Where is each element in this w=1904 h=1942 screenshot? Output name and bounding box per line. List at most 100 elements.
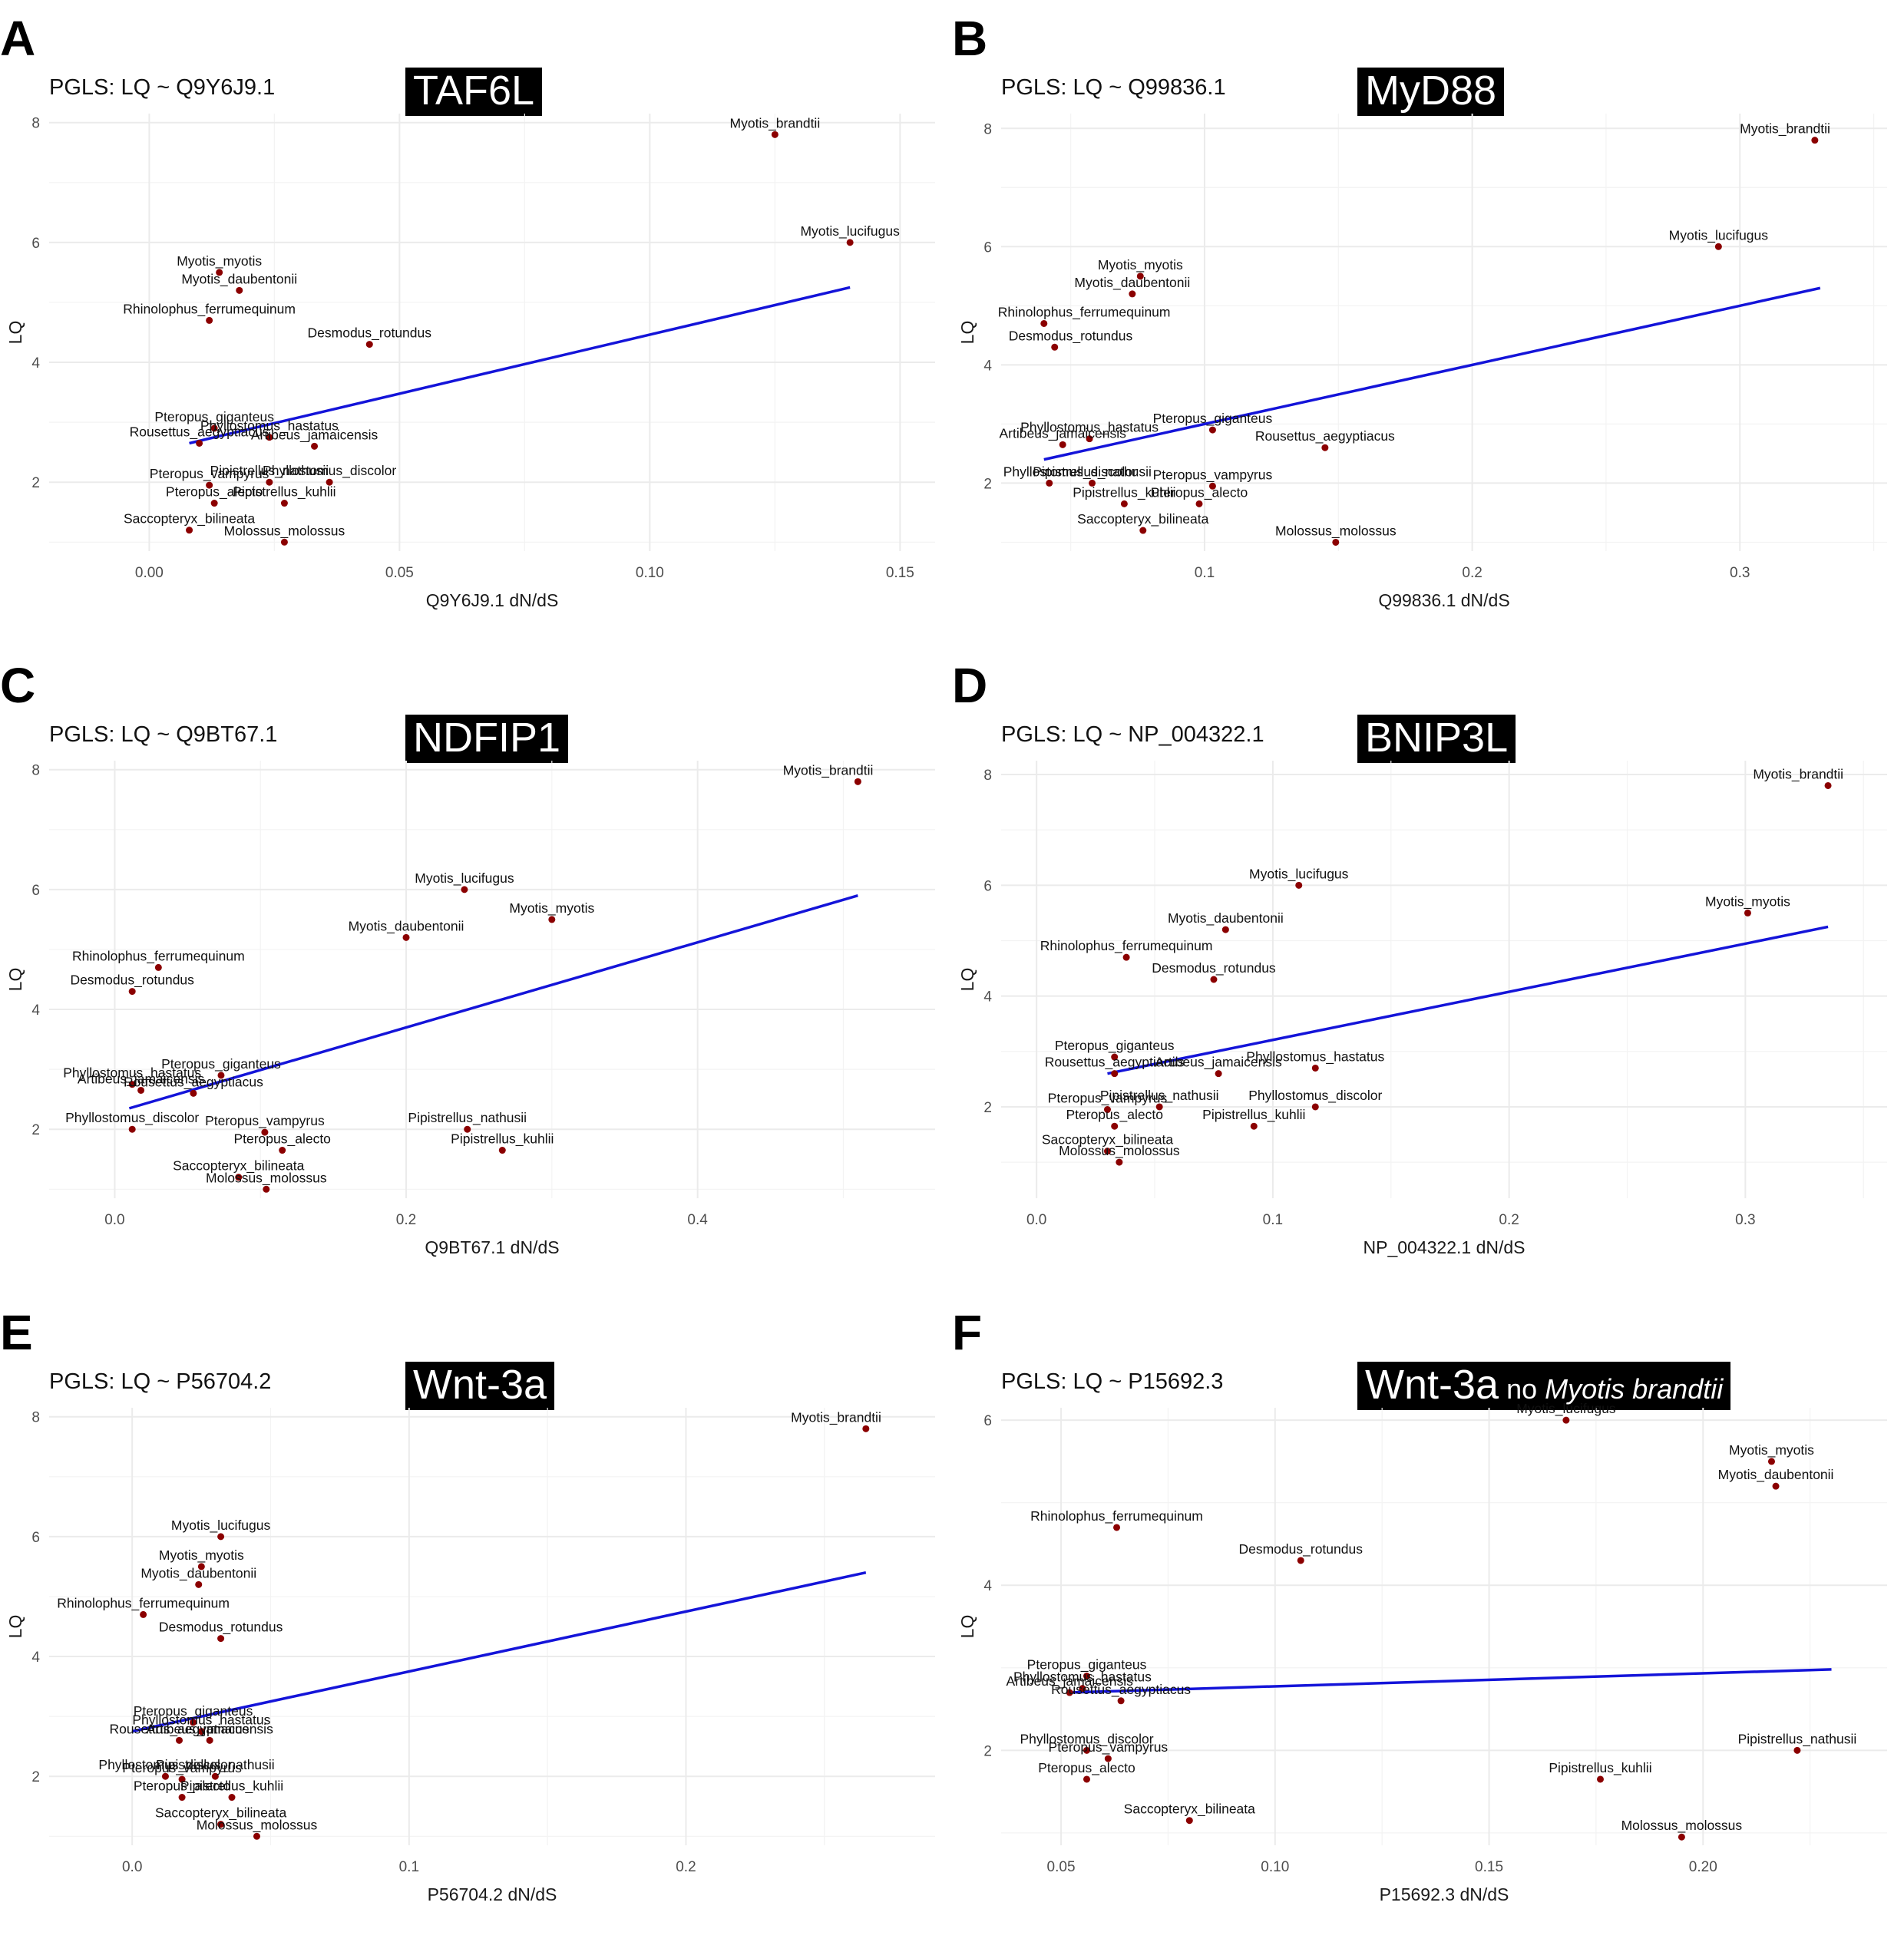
data-point [1083, 1746, 1090, 1754]
x-tick-label: 0.2 [676, 1859, 696, 1875]
data-point [1744, 909, 1751, 917]
data-point [128, 988, 136, 996]
data-point [216, 269, 223, 276]
point-label: Myotis_lucifugus [1516, 1401, 1616, 1417]
major-grid [49, 114, 935, 551]
data-point [1772, 1482, 1780, 1490]
data-point [217, 1533, 225, 1541]
minor-grid [49, 761, 935, 1198]
point-label: Myotis_lucifugus [800, 223, 900, 239]
major-grid [49, 761, 935, 1198]
point-label: Myotis_myotis [509, 900, 594, 917]
chart-title: PGLS: LQ ~ Q9Y6J9.1 [49, 75, 276, 100]
data-points: Myotis_brandtii Myotis_lucifugus Myotis_my… [63, 762, 874, 1193]
data-point [1221, 926, 1229, 933]
data-point [1086, 435, 1093, 443]
data-point [1051, 343, 1059, 351]
data-point [178, 1794, 186, 1802]
x-tick-label: 0.3 [1730, 565, 1750, 581]
data-point [1824, 781, 1832, 789]
point-label: Rousettus_aegyptiacus [1045, 1055, 1185, 1071]
point-label: Myotis_brandtii [1740, 121, 1830, 137]
point-label: Pipistrellus_kuhlii [1073, 484, 1175, 500]
point-label: Artibeus_jamaicensis [1000, 425, 1127, 441]
point-label: Myotis_daubentonii [1168, 910, 1284, 926]
point-label: Pteropus_vampyrus [1049, 1739, 1169, 1755]
regression-line [128, 894, 858, 1110]
data-point [197, 1563, 205, 1570]
scatter-plot: 0.1 0.2 0.3 2 4 6 8 Q99836.1 dN/dS LQ Myotis_bran… [957, 114, 1887, 610]
y-tick-label: 6 [31, 1530, 40, 1546]
point-label: Phyllostomus_hastatus [1020, 420, 1159, 436]
point-label: Myotis_daubentonii [181, 271, 297, 287]
point-label: Rousettus_aegyptiacus [1051, 1682, 1191, 1698]
data-point [195, 1580, 203, 1588]
point-label: Pteropus_giganteus [154, 409, 274, 425]
y-axis-title: LQ [5, 1615, 25, 1639]
gene-label: Wnt-3a [405, 1362, 555, 1410]
data-point [1089, 479, 1096, 487]
gene-name: Wnt-3a [413, 1362, 547, 1408]
data-point [280, 500, 288, 507]
regression-line [1069, 1668, 1832, 1694]
point-label: Saccopteryx_bilineata [124, 511, 255, 527]
point-label: Desmodus_rotundus [1152, 960, 1276, 976]
point-label: Rousettus_aegyptiacus [110, 1721, 250, 1737]
y-tick-label: 2 [983, 476, 992, 492]
minor-grid [49, 1408, 935, 1845]
data-point [266, 434, 273, 441]
y-tick-label: 2 [31, 1122, 40, 1138]
point-label: Desmodus_rotundus [159, 1620, 283, 1636]
point-label: Molossus_molossus [1621, 1818, 1743, 1834]
data-point [464, 1125, 471, 1133]
data-point [137, 1086, 145, 1094]
data-point [217, 1072, 225, 1079]
x-axis-title: Q99836.1 dN/dS [1378, 590, 1509, 610]
chart-title: PGLS: LQ ~ P15692.3 [1001, 1369, 1224, 1394]
y-tick-label: 6 [983, 239, 992, 256]
point-label: Pipistrellus_kuhlii [451, 1131, 554, 1148]
data-point [1103, 1148, 1111, 1155]
point-label: Pipistrellus_kuhlii [1549, 1760, 1651, 1776]
data-point [1046, 479, 1053, 487]
point-label: Pteropus_vampyrus [1153, 467, 1273, 483]
point-label: Pipistrellus_kuhlii [1202, 1107, 1305, 1123]
point-label: Pteropus_alecto [1151, 484, 1248, 500]
panel-letter: A [0, 11, 36, 66]
data-point [1066, 1689, 1073, 1696]
point-label: Myotis_brandtii [783, 762, 874, 778]
gene-label: NDFIP1 [405, 715, 569, 763]
data-point [1117, 1697, 1125, 1705]
y-tick-label: 4 [31, 1002, 40, 1019]
data-point [228, 1794, 236, 1802]
data-point [1129, 290, 1136, 298]
point-label: Molossus_molossus [1059, 1143, 1180, 1159]
point-label: Pipistrellus_nathusii [1100, 1088, 1219, 1104]
data-point [206, 316, 213, 324]
point-label: Phyllostomus_hastatus [200, 418, 339, 434]
data-point [1311, 1064, 1319, 1072]
gene-label: Wnt-3a no Myotis brandtii [1357, 1362, 1731, 1410]
data-point [365, 341, 373, 348]
data-points: Myotis_brandtii Myotis_lucifugus Myotis_my… [57, 1409, 881, 1840]
point-label: Myotis_brandtii [730, 115, 821, 131]
gene-name: TAF6L [413, 68, 535, 114]
point-label: Saccopteryx_bilineata [1042, 1132, 1173, 1148]
gene-label: MyD88 [1357, 68, 1505, 116]
data-point [1139, 527, 1147, 534]
point-label: Rhinolophus_ferrumequinum [1030, 1508, 1203, 1524]
regression-line [1043, 286, 1821, 461]
data-point [1195, 500, 1203, 507]
y-tick-label: 8 [31, 1410, 40, 1426]
chart-title: PGLS: LQ ~ Q99836.1 [1001, 75, 1226, 100]
x-tick-label: 0.00 [135, 565, 164, 581]
point-label: Phyllostomus_discolor [98, 1757, 232, 1773]
point-label: Artibeus_jamaicensis [1007, 1673, 1134, 1689]
y-tick-label: 6 [31, 236, 40, 252]
data-point [1793, 1746, 1801, 1754]
point-label: Pipistrellus_nathusii [1738, 1731, 1857, 1747]
data-point [326, 478, 333, 486]
y-axis-title: LQ [5, 968, 25, 992]
panel-letter: D [952, 658, 988, 713]
data-point [140, 1610, 147, 1618]
